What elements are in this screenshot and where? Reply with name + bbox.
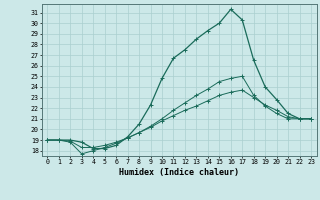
X-axis label: Humidex (Indice chaleur): Humidex (Indice chaleur) [119, 168, 239, 177]
